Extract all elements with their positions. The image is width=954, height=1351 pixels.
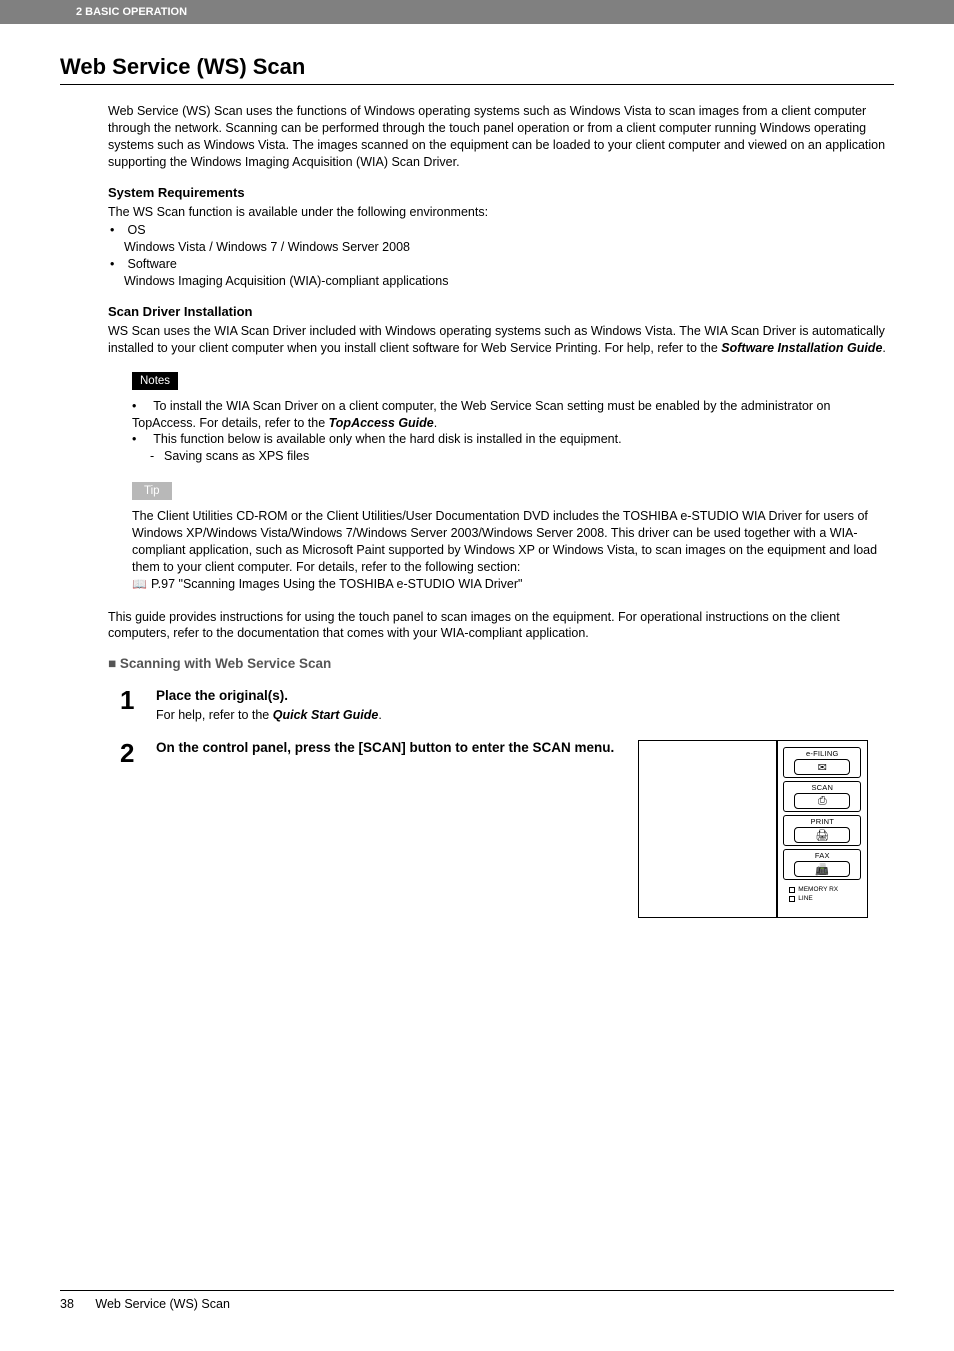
intro-paragraph: Web Service (WS) Scan uses the functions… [108,103,894,171]
step-1-body-post: . [378,708,381,722]
control-panel-illustration: e-FILING ✉ SCAN ⎙ PRINT 🖨 FAX 📠 [638,740,868,918]
chapter-header: 2 BASIC OPERATION [0,0,954,24]
panel-btn-fax-label: FAX [784,851,860,860]
print-icon: 🖨 [794,827,850,843]
footer-title: Web Service (WS) Scan [95,1297,230,1311]
sysreq-os-detail: Windows Vista / Windows 7 / Windows Serv… [124,239,894,256]
panel-btn-print-label: PRINT [784,817,860,826]
panel-btn-efiling-label: e-FILING [784,749,860,758]
panel-btn-print: PRINT 🖨 [783,815,861,846]
page-footer: 38 Web Service (WS) Scan [60,1290,894,1311]
efiling-icon: ✉ [794,759,850,775]
page-title: Web Service (WS) Scan [60,24,894,85]
indicator-box-icon [789,896,795,902]
indicator-box-icon [789,887,795,893]
driver-body: WS Scan uses the WIA Scan Driver include… [108,323,894,357]
panel-btn-fax: FAX 📠 [783,849,861,880]
panel-btn-scan: SCAN ⎙ [783,781,861,812]
step-1-number: 1 [120,687,156,713]
driver-heading: Scan Driver Installation [108,304,894,319]
panel-divider [776,741,778,917]
notes-item1-pre: To install the WIA Scan Driver on a clie… [132,399,830,430]
section-heading-text: Scanning with Web Service Scan [120,656,331,671]
indicator-line: LINE [798,895,812,902]
scan-icon: ⎙ [794,793,850,809]
sysreq-lead: The WS Scan function is available under … [108,204,894,221]
step-2: 2 On the control panel, press the [SCAN]… [120,740,894,918]
sysreq-sw-label: Software [127,257,176,271]
tip-ref: P.97 "Scanning Images Using the TOSHIBA … [151,577,523,591]
step-1-body-ref: Quick Start Guide [273,708,379,722]
panel-btn-scan-label: SCAN [784,783,860,792]
step-2-number: 2 [120,740,156,766]
book-icon: 📖 [132,577,147,591]
sysreq-heading: System Requirements [108,185,894,200]
fax-icon: 📠 [794,861,850,877]
panel-btn-efiling: e-FILING ✉ [783,747,861,778]
indicator-memory-rx: MEMORY RX [798,886,838,893]
guide-note: This guide provides instructions for usi… [108,609,894,643]
step-2-title: On the control panel, press the [SCAN] b… [156,740,614,755]
step-1: 1 Place the original(s). For help, refer… [120,687,894,724]
panel-button-column: e-FILING ✉ SCAN ⎙ PRINT 🖨 FAX 📠 [783,747,861,903]
driver-body-ref: Software Installation Guide [721,341,882,355]
notes-item-1: To install the WIA Scan Driver on a clie… [132,398,894,432]
section-heading: ■ Scanning with Web Service Scan [108,656,894,671]
notes-list: To install the WIA Scan Driver on a clie… [132,398,894,466]
sysreq-sw-detail: Windows Imaging Acquisition (WIA)-compli… [124,273,894,290]
notes-item2-text: This function below is available only wh… [153,432,621,446]
footer-page-number: 38 [60,1297,74,1311]
notes-item2-sub: Saving scans as XPS files [150,448,894,465]
driver-body-post: . [882,341,885,355]
tip-label: Tip [132,482,172,500]
tip-body: The Client Utilities CD-ROM or the Clien… [132,508,894,592]
step-1-body-pre: For help, refer to the [156,708,273,722]
sysreq-os-label: OS [127,223,145,237]
tip-body-text: The Client Utilities CD-ROM or the Clien… [132,509,877,574]
step-1-title: Place the original(s). [156,687,894,705]
notes-item1-ref: TopAccess Guide [329,416,434,430]
sysreq-list: OS Windows Vista / Windows 7 / Windows S… [108,222,894,290]
notes-item1-post: . [434,416,437,430]
notes-label: Notes [132,372,178,390]
panel-indicators: MEMORY RX LINE [783,885,861,903]
notes-item-2: This function below is available only wh… [132,431,894,465]
